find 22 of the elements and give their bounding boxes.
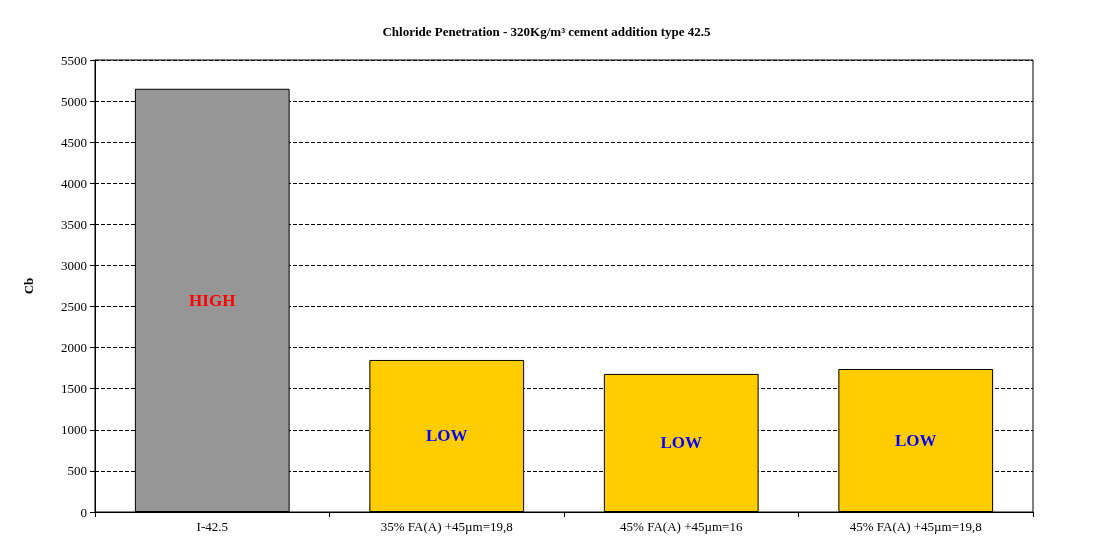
y-tick-label: 4000 [61, 175, 87, 191]
y-tick-label: 3500 [61, 216, 87, 232]
y-axis-title: Cb [21, 277, 36, 295]
y-tick-label: 3000 [61, 257, 87, 273]
y-tick-label: 2500 [61, 299, 87, 315]
x-tick-label: 45% FA(A) +45µm=16 [620, 519, 743, 534]
annotation: LOW [894, 431, 937, 450]
y-tick-label: 5000 [61, 93, 87, 109]
x-tick-label: I-42.5 [196, 519, 228, 534]
annotation: LOW [660, 433, 703, 453]
y-tick-label: 5500 [61, 52, 87, 68]
y-tick-label: 1000 [61, 422, 87, 438]
y-tick-label: 0 [80, 504, 87, 520]
y-tick-label: 1500 [61, 381, 87, 397]
chart-title: Chloride Penetration - 320Kg/m³ cement addition type 42.5 [382, 24, 712, 39]
x-tick-label: 35% FA(A) +45µm=19,8 [380, 519, 513, 534]
y-tick-label: 4500 [61, 134, 87, 150]
y-tick-label: 500 [67, 463, 87, 479]
y-tick-label: 2000 [61, 340, 87, 356]
annotation: LOW [425, 426, 468, 446]
annotation: HIGH [189, 290, 236, 310]
x-tick-label: 45% FA(A) +45µm=19,8 [849, 519, 982, 534]
